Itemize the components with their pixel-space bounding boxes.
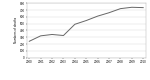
Y-axis label: Numbers of deaths: Numbers of deaths	[14, 17, 18, 43]
